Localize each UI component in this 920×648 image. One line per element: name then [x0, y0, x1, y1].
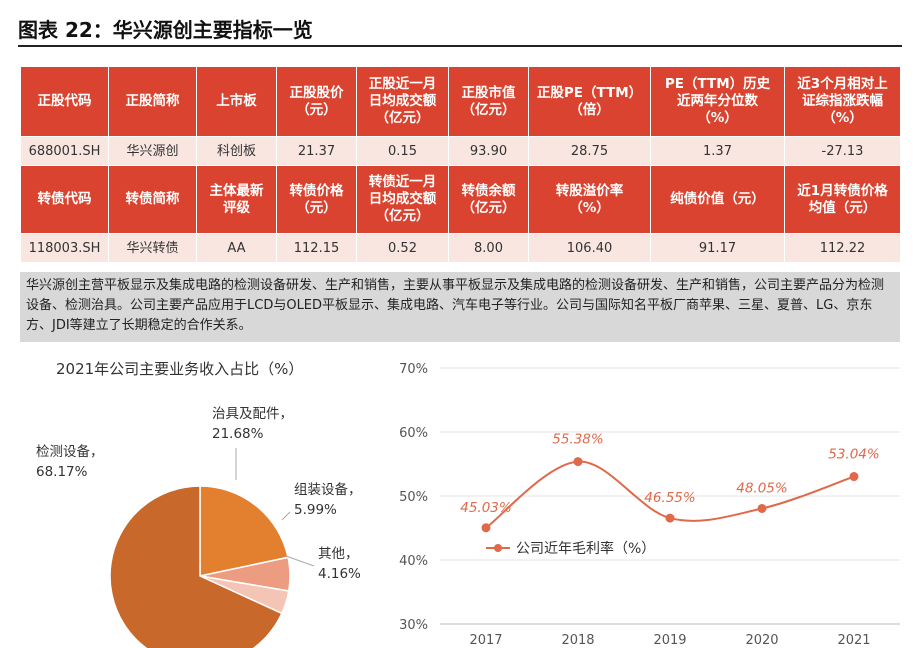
- table-cell: 112.15: [276, 233, 357, 263]
- data-label: 55.38%: [552, 432, 603, 448]
- legend-marker: [494, 544, 502, 552]
- pie-chart-title: 2021年公司主要业务收入占比（%）: [56, 360, 304, 378]
- table-header-cell: 正股PE（TTM） （倍）: [528, 66, 651, 137]
- legend-label: 公司近年毛利率（%）: [516, 540, 655, 557]
- table-cell: -27.13: [784, 136, 901, 166]
- table-cell: 688001.SH: [20, 136, 109, 166]
- indicator-table: 正股代码 正股简称 上市板 正股股价 （元） 正股近一月 日均成交额 （亿元） 正股市值 （亿元）…: [20, 66, 901, 263]
- stock-header-row: 正股代码 正股简称 上市板 正股股价 （元） 正股近一月 日均成交额 （亿元） 正股市值 （亿元）…: [20, 66, 901, 137]
- table-cell: 华兴源创: [108, 136, 197, 166]
- table-header-cell: 转股溢价率 （%）: [528, 165, 651, 234]
- table-header-cell: 纯债价值（元）: [650, 165, 785, 234]
- data-label: 45.03%: [460, 500, 511, 516]
- table-cell: 8.00: [448, 233, 529, 263]
- bond-value-row: 118003.SH 华兴转债 AA 112.15 0.52 8.00 106.40 91.17…: [20, 233, 901, 263]
- table-header-cell: 近1月转债价格 均值（元）: [784, 165, 901, 234]
- data-label: 53.04%: [828, 447, 879, 463]
- data-label: 46.55%: [644, 490, 695, 506]
- table-cell: 华兴转债: [108, 233, 197, 263]
- x-tick-label: 2021: [837, 633, 870, 648]
- table-cell: 0.15: [356, 136, 449, 166]
- table-header-cell: 正股股价 （元）: [276, 66, 357, 137]
- table-header-cell: 近3个月相对上 证综指涨跌幅 （%）: [784, 66, 901, 137]
- table-cell: 科创板: [196, 136, 277, 166]
- pie-slice-name: 其他，: [318, 546, 359, 562]
- y-tick-label: 50%: [399, 490, 428, 505]
- data-label: 48.05%: [736, 480, 787, 496]
- pie-slice-value-label: 21.68%: [212, 426, 264, 442]
- revenue-pie-chart: 检测设备， 68.17% 治具及配件， 21.68% 组装设备， 5.99% 其他， 4.16…: [36, 406, 362, 648]
- table-header-cell: 正股市值 （亿元）: [448, 66, 529, 137]
- pie-slice-name: 组装设备，: [294, 481, 362, 498]
- table-header-cell: PE（TTM）历史 近两年分位数 （%）: [650, 66, 785, 137]
- x-tick-label: 2017: [469, 633, 502, 648]
- table-cell: 106.40: [528, 233, 651, 263]
- pie-slice: [109, 485, 283, 648]
- table-cell: 21.37: [276, 136, 357, 166]
- pie-slice-name: 治具及配件，: [212, 406, 293, 422]
- table-cell: AA: [196, 233, 277, 263]
- y-tick-label: 30%: [399, 618, 428, 633]
- table-header-cell: 正股简称: [108, 66, 197, 137]
- data-point: [481, 523, 491, 533]
- data-point: [573, 457, 583, 467]
- pie-leader-line: [281, 511, 291, 521]
- data-point: [665, 513, 675, 523]
- pie-leader-line: [285, 555, 315, 567]
- x-tick-label: 2020: [745, 633, 778, 648]
- table-cell: 112.22: [784, 233, 901, 263]
- bond-header-row: 转债代码 转债简称 主体最新 评级 转债价格 （元） 转债近一月 日均成交额 （亿元） 转债余额（…: [20, 165, 901, 234]
- pie-slice-value-label: 68.17%: [36, 464, 88, 480]
- table-cell: 28.75: [528, 136, 651, 166]
- pie-slice: [199, 485, 289, 577]
- table-header-cell: 转债代码: [20, 165, 109, 234]
- table-header-cell: 转债价格 （元）: [276, 165, 357, 234]
- title-divider: [18, 45, 902, 47]
- company-description: 华兴源创主营平板显示及集成电路的检测设备研发、生产和销售，主要从事平板显示及集成…: [20, 272, 900, 342]
- table-header-cell: 主体最新 评级: [196, 165, 277, 234]
- pie-slice-value-label: 5.99%: [294, 502, 337, 518]
- table-cell: 0.52: [356, 233, 449, 263]
- table-header-cell: 上市板: [196, 66, 277, 137]
- page-title: 图表 22：华兴源创主要指标一览: [18, 18, 313, 42]
- table-cell: 1.37: [650, 136, 785, 166]
- pie-slice-value-label: 4.16%: [318, 566, 361, 582]
- y-tick-label: 40%: [399, 554, 428, 569]
- table-header-cell: 转债余额 （亿元）: [448, 165, 529, 234]
- stock-value-row: 688001.SH 华兴源创 科创板 21.37 0.15 93.90 28.75 1.37-…: [20, 136, 901, 166]
- x-tick-label: 2018: [561, 633, 594, 648]
- data-point: [849, 472, 859, 482]
- table-cell: 93.90: [448, 136, 529, 166]
- table-header-cell: 转债简称: [108, 165, 197, 234]
- pie-slice-name: 检测设备，: [36, 443, 104, 460]
- y-tick-label: 70%: [399, 362, 428, 377]
- table-header-cell: 正股近一月 日均成交额 （亿元）: [356, 66, 449, 137]
- gross-margin-line-chart: 30% 40% 50% 60% 70% 2017 2018 2019 2020 2021 45.03…: [399, 362, 900, 648]
- table-header-cell: 正股代码: [20, 66, 109, 137]
- x-tick-label: 2019: [653, 633, 686, 648]
- table-cell: 91.17: [650, 233, 785, 263]
- table-header-cell: 转债近一月 日均成交额 （亿元）: [356, 165, 449, 234]
- y-tick-label: 60%: [399, 426, 428, 441]
- table-cell: 118003.SH: [20, 233, 109, 263]
- data-point: [757, 503, 767, 513]
